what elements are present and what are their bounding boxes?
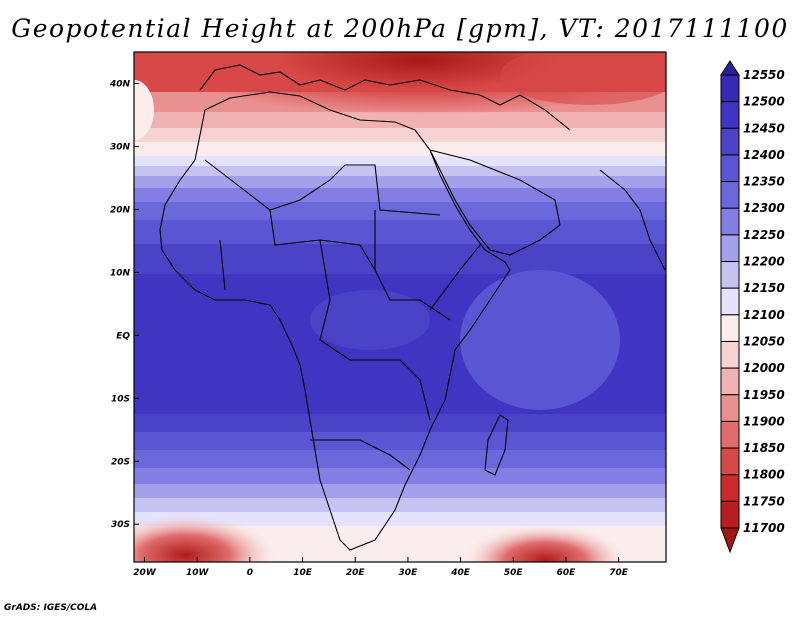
latitude-axis: 40N 30N 20N 10N EQ 10S 20S 30S [109, 79, 139, 530]
lon-label: 20W [133, 568, 157, 578]
lat-label: 10N [110, 268, 131, 278]
colorbar-cell [720, 314, 740, 342]
map-frame [133, 51, 667, 563]
longitude-axis: 20W 10W 0 10E 20E 30E 40E 50E 60E 70E [133, 557, 629, 578]
colorbar-cell [720, 394, 740, 422]
lat-label: 10S [111, 394, 130, 404]
colorbar-label: 12100 [743, 308, 785, 322]
colorbar-label: 12000 [743, 361, 785, 375]
lat-label: 40N [109, 79, 131, 89]
colorbar-label: 12350 [743, 175, 785, 189]
colorbar-cell [720, 261, 740, 289]
colorbar-cell [720, 474, 740, 502]
lon-label: 60E [557, 568, 577, 578]
colorbar-label: 11700 [743, 521, 785, 535]
colorbar-label: 12500 [743, 95, 785, 109]
grads-credit: GrADS: IGES/COLA [4, 603, 98, 613]
colorbar-cell [720, 181, 740, 209]
colorbar-label: 11950 [743, 388, 785, 402]
colorbar: 12550 12500 12450 12400 12350 12300 12250 12200… [720, 60, 785, 554]
colorbar-cell [720, 101, 740, 129]
colorbar-label: 12300 [743, 201, 785, 215]
colorbar-cell [720, 340, 740, 369]
colorbar-label: 12150 [743, 281, 785, 295]
lon-label: 10E [293, 568, 313, 578]
coastlines [159, 64, 666, 551]
map-title: Geopotential Height at 200hPa [gpm], VT:… [11, 14, 789, 43]
colorbar-cell [720, 234, 740, 263]
colorbar-label: 11850 [743, 441, 785, 455]
lon-label: 50E [504, 568, 524, 578]
colorbar-cell [720, 420, 740, 449]
colorbar-label: 12450 [743, 121, 785, 135]
lon-label: 40E [450, 568, 471, 578]
lon-label: 10W [186, 568, 210, 578]
colorbar-cell [720, 127, 740, 156]
colorbar-label: 12250 [743, 228, 785, 242]
lon-label: 20E [346, 568, 366, 578]
colorbar-label: 11800 [743, 468, 785, 482]
lat-label: 20N [110, 205, 131, 215]
colorbar-cell [720, 154, 740, 183]
lon-label: 70E [609, 568, 629, 578]
lat-label: 30N [110, 142, 131, 152]
colorbar-bottom-arrow [720, 527, 740, 554]
colorbar-label: 11900 [743, 414, 785, 428]
colorbar-cell [720, 367, 740, 396]
lon-label: 0 [247, 568, 253, 578]
colorbar-label: 12550 [743, 68, 785, 82]
colorbar-cell [720, 447, 740, 476]
colorbar-cell [720, 74, 740, 103]
lon-label: 30E [399, 568, 419, 578]
colorbar-label: 12050 [743, 334, 785, 348]
colorbar-cell [720, 500, 740, 529]
colorbar-top-arrow [720, 60, 740, 76]
lat-label: EQ [116, 331, 130, 341]
colorbar-cell [720, 207, 740, 236]
lat-label: 30S [111, 520, 130, 530]
height-field [134, 52, 666, 562]
colorbar-cell [720, 287, 740, 316]
colorbar-label: 12400 [743, 148, 785, 162]
colorbar-label: 12200 [743, 255, 785, 269]
lat-label: 20S [111, 457, 130, 467]
colorbar-label: 11750 [743, 494, 785, 508]
